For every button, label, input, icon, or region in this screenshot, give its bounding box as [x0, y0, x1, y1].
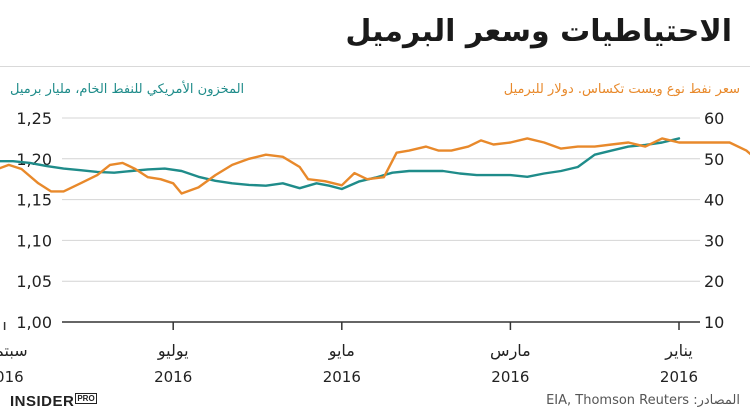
x-tick-year-label: 2016: [660, 368, 698, 386]
right-y-axis: 10 20 30 40 50 60: [704, 109, 724, 332]
left-y-axis: 1,00 1,05 1,10 1,15 1,20 1,25: [16, 109, 52, 332]
x-tick-month-label: مايو: [328, 341, 355, 361]
x-tick-year-label: 2016: [491, 368, 529, 386]
logo-text: INSIDER: [10, 393, 75, 410]
x-tick-year-label: 2016: [154, 368, 192, 386]
source-credit: المصادر: EIA, Thomson Reuters: [546, 393, 740, 408]
right-y-tick-label: 10: [704, 313, 724, 332]
source-text: EIA, Thomson Reuters: [546, 393, 690, 408]
x-axis: يناير 2016 مارس 2016 مايو 2016 يوليو 2016 سبتمبر…: [0, 322, 698, 386]
left-y-tick-label: 1,15: [16, 191, 52, 210]
insider-pro-logo: INSIDER PRO: [10, 393, 97, 410]
price-series-line: [0, 137, 750, 195]
left-y-tick-label: 1,20: [16, 150, 52, 169]
right-y-tick-label: 40: [704, 191, 724, 210]
left-y-tick-label: 1,05: [16, 272, 52, 291]
left-axis-legend: المخزون الأمريكي للنفط الخام، مليار برمي…: [10, 82, 245, 97]
logo-badge: PRO: [75, 393, 97, 404]
left-y-tick-label: 1,10: [16, 231, 52, 250]
gridlines: [62, 117, 700, 323]
right-y-tick-label: 20: [704, 272, 724, 291]
title-divider: [0, 66, 750, 67]
x-tick-year-label: 2016: [323, 368, 361, 386]
x-tick-month-label: يوليو: [157, 341, 189, 361]
x-tick-month-label: مارس: [490, 341, 531, 361]
chart-title: الاحتياطيات وسعر البرميل: [345, 14, 732, 49]
right-y-tick-label: 50: [704, 150, 724, 169]
left-y-tick-label: 1,00: [16, 313, 52, 332]
right-axis-legend: سعر نفط نوع ويست تكساس. دولار للبرميل: [503, 82, 740, 97]
right-y-tick-label: 60: [704, 109, 724, 128]
source-label: المصادر:: [693, 393, 740, 408]
x-tick-month-label: يناير: [664, 341, 692, 361]
left-y-tick-label: 1,25: [16, 109, 52, 128]
x-tick-month-label: سبتمبر: [0, 341, 28, 361]
series-lines: [0, 137, 750, 195]
x-tick-year-label: 2016: [0, 368, 24, 386]
inventory-series-line: [0, 137, 681, 191]
right-y-tick-label: 30: [704, 231, 724, 250]
